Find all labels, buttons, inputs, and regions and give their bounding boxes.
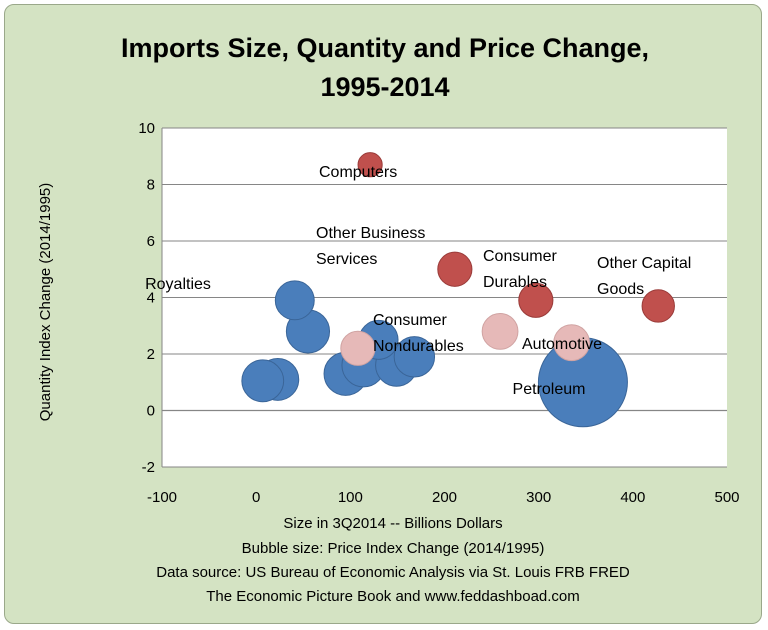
y-tick-label: 0 <box>147 403 155 420</box>
credit-note: The Economic Picture Book and www.feddas… <box>206 588 580 605</box>
x-tick-label: 200 <box>432 489 457 506</box>
x-tick-label: -100 <box>147 489 177 506</box>
bubble <box>393 336 436 378</box>
y-tick-label: 10 <box>138 120 155 137</box>
bubble-label: Consumer Durables <box>483 248 557 291</box>
bubble <box>553 324 591 362</box>
bubble <box>641 289 675 323</box>
data-source-note: Data source: US Bureau of Economic Analy… <box>156 564 630 581</box>
y-tick-label: 4 <box>147 290 155 307</box>
tick-labels: -2 0 2 4 6 8 10 -100 0 100 200 300 400 500 <box>138 120 739 506</box>
bubble-label: Petroleum <box>513 381 586 398</box>
chart-frame: Imports Size, Quantity and Price Change,… <box>4 4 762 624</box>
y-tick-label: 2 <box>147 346 155 363</box>
x-axis-title: Size in 3Q2014 -- Billions Dollars <box>283 515 502 532</box>
bubble <box>518 282 554 318</box>
x-tick-label: 400 <box>620 489 645 506</box>
bubble-label: Computers <box>319 164 397 181</box>
bubble <box>357 152 383 178</box>
y-tick-label: -2 <box>142 459 155 476</box>
y-tick-label: 8 <box>147 177 155 194</box>
x-tick-label: 300 <box>526 489 551 506</box>
bubble-label: Royalties <box>145 276 211 293</box>
bubble-series <box>241 152 675 428</box>
chart-title-line-2: 1995-2014 <box>320 72 449 102</box>
chart-title-line-1: Imports Size, Quantity and Price Change, <box>121 33 649 63</box>
axes <box>161 128 727 468</box>
bubble <box>241 359 285 403</box>
bubble-label: Consumer Nondurables <box>373 312 464 355</box>
bubble <box>437 251 473 287</box>
x-tick-label: 0 <box>252 489 260 506</box>
bubble-size-note: Bubble size: Price Index Change (2014/19… <box>242 540 545 557</box>
bubble <box>340 330 376 366</box>
bubble-label: Other Capital Goods <box>597 255 691 298</box>
x-tick-label: 500 <box>714 489 739 506</box>
y-axis-title: Quantity Index Change (2014/1995) <box>37 183 54 422</box>
x-tick-label: 100 <box>338 489 363 506</box>
bubble <box>481 313 519 350</box>
bubble-label: Automotive <box>522 336 602 353</box>
bubble-label: Other Business Services <box>316 225 425 268</box>
bubble-labels: Petroleum Royalties Computers Other Busines… <box>145 164 691 398</box>
bubble <box>274 280 315 321</box>
bubble-chart: Imports Size, Quantity and Price Change,… <box>37 33 740 605</box>
y-tick-label: 6 <box>147 233 155 250</box>
